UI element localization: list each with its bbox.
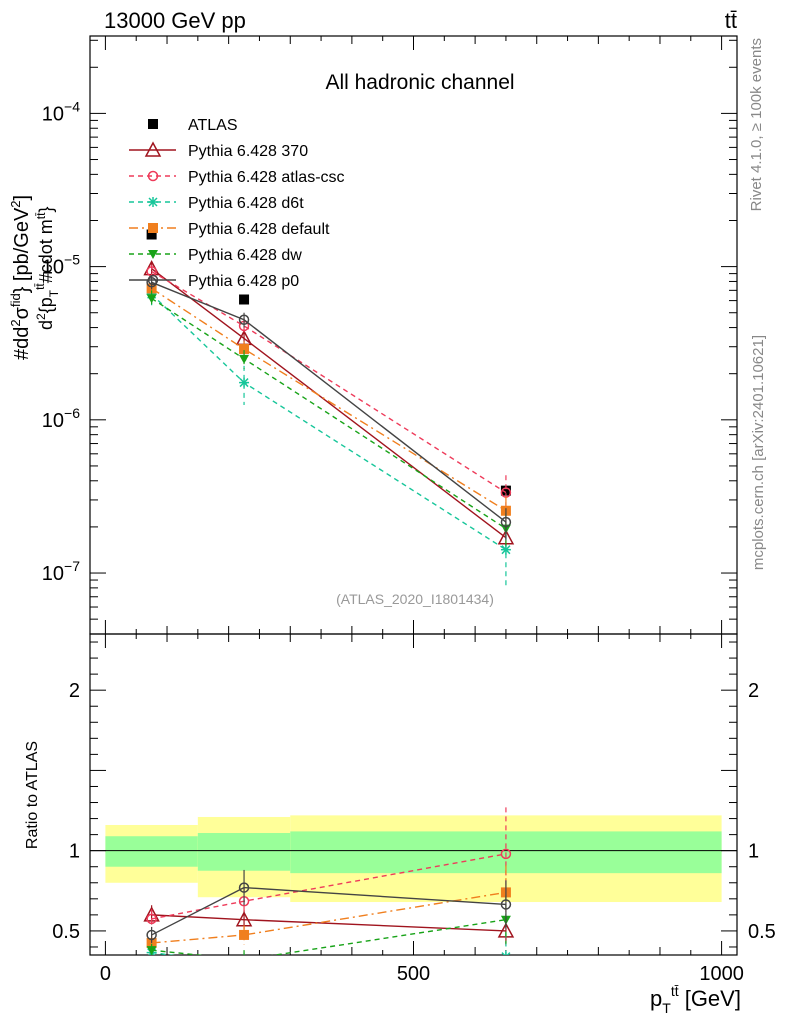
analysis-watermark: (ATLAS_2020_I1801434)	[336, 591, 494, 607]
main-series-1-line	[151, 268, 507, 539]
ratio-series-1-point	[500, 848, 512, 860]
legend-label-2: Pythia 6.428 atlas-csc	[188, 169, 345, 186]
rivet-label: Rivet 4.1.0, ≥ 100k events	[748, 38, 765, 211]
ratio-y-tick-label-right: 1	[748, 841, 759, 863]
main-series-6-point	[146, 277, 157, 288]
x-tick-label: 500	[397, 963, 430, 985]
x-tick-label: 1000	[699, 963, 744, 985]
main-series-3-point	[239, 377, 250, 388]
legend-marker-2	[147, 170, 159, 182]
ratio-series-3-line	[151, 891, 507, 944]
ratio-series-2-point	[239, 960, 249, 970]
legend-label-3: Pythia 6.428 d6t	[188, 195, 304, 212]
legend-label-4: Pythia 6.428 default	[188, 221, 330, 238]
ratio-band-inner-1	[197, 833, 291, 871]
x-tick-label: 0	[100, 963, 111, 985]
main-axes: 10−7 10−6 10−5 10−4	[42, 35, 738, 635]
legend-marker-4	[148, 223, 158, 233]
main-series-4-line	[151, 287, 507, 512]
ratio-series-2-point	[501, 951, 511, 955]
ratio-y-tick-label-right: 0.5	[748, 921, 776, 943]
main-series-6-point	[238, 314, 250, 325]
legend-marker-3	[148, 197, 158, 207]
chart-title: All hadronic channel	[325, 71, 514, 94]
ratio-series-3-point	[239, 929, 250, 940]
main-series-0-point	[239, 294, 250, 305]
y-axis-label-text: #dd2σfid} [pb/GeV2]	[8, 195, 33, 360]
y-tick-label: 10−7	[42, 558, 80, 585]
ratio-y-axis-label: Ratio to ATLAS	[24, 741, 41, 849]
ratio-series-2-point-stroke	[506, 952, 511, 955]
ratio-series-5-point	[238, 882, 250, 893]
legend-label-0: ATLAS	[188, 117, 238, 134]
legend-label-6: Pythia 6.428 p0	[188, 273, 299, 290]
ratio-series-4-line	[151, 918, 507, 955]
y-tick-label: 10−5	[42, 252, 80, 279]
y-axis-label-denominator: d2{pTtt̄#cdot mtt̄}	[33, 207, 61, 330]
legend-label-5: Pythia 6.428 dw	[188, 247, 302, 264]
legend-marker-1	[144, 141, 162, 157]
y-axis-label: #dd2σfid} [pb/GeV2]d2{pTtt̄#cdot mtt̄}	[8, 195, 61, 360]
legend-marker-5	[148, 250, 158, 259]
legend-marker-0	[148, 119, 158, 129]
main-series-0-point	[500, 485, 511, 496]
ratio-series-2-point-stroke	[240, 961, 248, 969]
main-series-3-point	[500, 544, 511, 555]
ratio-y-tick-label: 0.5	[52, 921, 80, 943]
main-series-6-point	[500, 516, 512, 528]
ratio-bands	[105, 815, 722, 903]
main-series-3-point-stroke	[239, 378, 249, 388]
y-tick-label: 10−6	[42, 405, 80, 432]
ratio-band-inner-0	[105, 836, 198, 867]
main-series-0-point	[146, 229, 157, 240]
ratio-data	[143, 807, 515, 970]
y-tick-label: 10−4	[42, 98, 80, 125]
ratio-series-group	[143, 807, 515, 970]
legend: ATLAS Pythia 6.428 370 Pythia 6.428 atlas-…	[129, 117, 345, 290]
ratio-series-4-point	[239, 956, 249, 965]
main-series-3-point-stroke	[501, 545, 511, 555]
ratio-y-tick-label-right: 2	[748, 680, 759, 702]
main-series-5-line	[151, 297, 507, 530]
ratio-series-2-line	[151, 951, 176, 955]
ratio-series-4-point	[146, 946, 157, 955]
x-axis-label-text: pTtt̄ [GeV]	[650, 983, 741, 1016]
legend-marker-3-stroke	[148, 197, 158, 207]
ratio-series-2-point-stroke	[501, 952, 506, 955]
main-series-5-point	[239, 354, 250, 364]
main-data	[143, 229, 515, 587]
mcplots-label: mcplots.cern.ch [arXiv:2401.10621]	[750, 335, 767, 570]
x-axis-label: pTtt̄ [GeV]	[650, 983, 741, 1016]
ratio-series-5-point	[500, 899, 512, 910]
ratio-frame	[89, 633, 738, 956]
main-series-2-line	[151, 270, 507, 494]
legend-label-1: Pythia 6.428 370	[188, 143, 308, 160]
ratio-y-tick-label: 2	[69, 680, 80, 702]
ratio-y-tick-label: 1	[69, 841, 80, 863]
main-series-4-point	[239, 343, 250, 354]
ratio-series-1-point	[146, 913, 157, 925]
ratio-series-2-point-stroke	[240, 961, 248, 969]
main-series-5-point	[146, 294, 157, 304]
header-left: 13000 GeV pp	[104, 8, 246, 33]
ratio-series-0-line	[151, 914, 506, 932]
header-right: tt̄	[725, 8, 737, 33]
main-panel: 10−7 10−6 10−5 10−4 All hadronic channel (A…	[8, 35, 738, 635]
ratio-series-5-point	[146, 929, 157, 941]
legend-marker-6	[147, 274, 159, 286]
